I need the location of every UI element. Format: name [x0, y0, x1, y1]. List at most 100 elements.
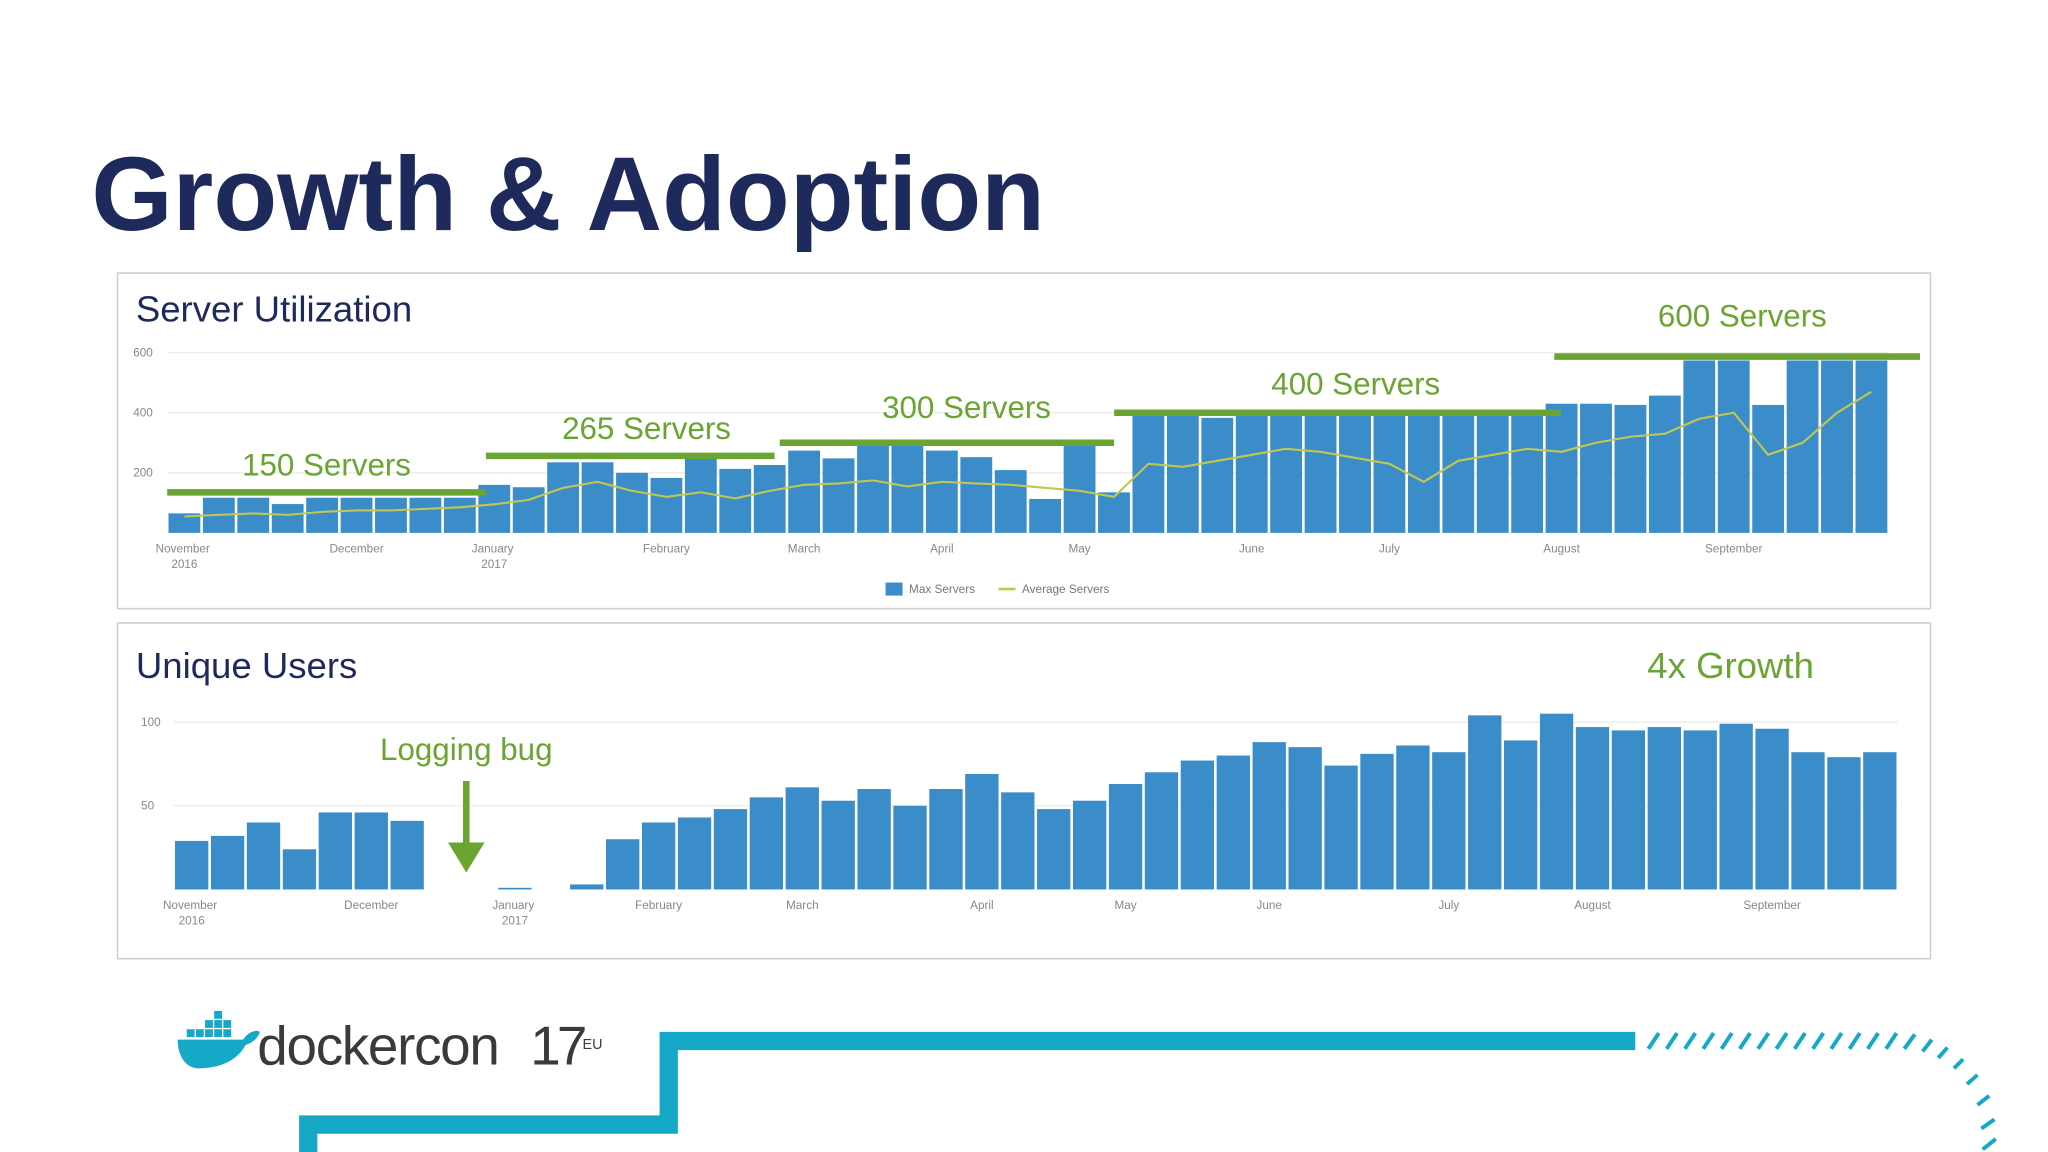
bar	[282, 849, 317, 890]
bar	[1098, 492, 1130, 533]
bar	[1001, 792, 1035, 890]
x-tick-label: June	[1239, 542, 1265, 555]
logo-text: dockercon	[257, 1014, 498, 1076]
y-tick-label: 400	[133, 407, 153, 420]
bar	[271, 504, 304, 533]
bar	[641, 822, 676, 890]
bar	[443, 497, 476, 533]
bar	[891, 445, 924, 533]
bar	[1201, 417, 1234, 533]
y-tick-label: 100	[141, 716, 161, 729]
x-tick-label: May	[1068, 542, 1090, 555]
bar	[1304, 415, 1337, 533]
bar	[340, 497, 373, 533]
bar	[1511, 415, 1544, 533]
bar	[1863, 752, 1897, 890]
bar	[1468, 715, 1502, 890]
slide-title: Growth & Adoption	[91, 136, 1045, 253]
annotation: 400 Servers	[1271, 366, 1440, 401]
bar	[1029, 498, 1062, 533]
bar	[1504, 740, 1538, 890]
bar	[1180, 760, 1215, 890]
bar	[1235, 415, 1268, 533]
annotation: 4x Growth	[1647, 645, 1814, 686]
x-tick-label: May	[1114, 899, 1136, 912]
bar	[1339, 415, 1371, 533]
bar	[375, 497, 407, 533]
x-tick-label: July	[1379, 542, 1400, 555]
bar	[498, 887, 532, 890]
legend-label: Average Servers	[1022, 583, 1109, 596]
bar	[1855, 360, 1888, 533]
bar	[1072, 800, 1107, 890]
footer-stripe	[299, 1031, 1636, 1152]
bar	[965, 773, 999, 890]
bar	[354, 812, 388, 890]
chart-title: Server Utilization	[136, 288, 412, 329]
bar	[719, 468, 752, 533]
bar	[581, 462, 614, 533]
bar	[1166, 415, 1199, 533]
bar	[1752, 404, 1785, 533]
docker-whale	[177, 1010, 260, 1069]
x-tick-label: August	[1543, 542, 1580, 555]
bar	[570, 884, 604, 890]
annotation: 150 Servers	[242, 447, 411, 482]
charts: Server Utilization 200 400 600 November 2016…	[133, 288, 1920, 928]
bar	[1360, 753, 1394, 890]
bar	[788, 450, 821, 533]
y-tick-label: 200	[133, 467, 153, 480]
legend-swatch	[885, 582, 903, 596]
bar	[713, 809, 748, 890]
bar	[1539, 713, 1574, 890]
x-tick-label: December	[344, 899, 398, 912]
bar	[1545, 403, 1578, 533]
bar	[857, 445, 889, 533]
bar	[246, 822, 281, 890]
legend-label: Max Servers	[909, 583, 975, 596]
x-tick-label: November 2016	[156, 542, 213, 571]
bar	[753, 465, 786, 533]
x-tick-label: June	[1256, 899, 1282, 912]
x-tick-label: November 2016	[163, 899, 220, 928]
bar	[1755, 728, 1789, 890]
x-tick-label: March	[786, 899, 819, 912]
bar	[168, 513, 201, 533]
bar	[1719, 723, 1753, 890]
bar	[1580, 403, 1612, 533]
x-tick-label: January 2017	[492, 899, 537, 928]
bar	[1611, 730, 1646, 890]
logo-number: 17	[530, 1014, 585, 1076]
bar	[1396, 745, 1430, 890]
bar	[1216, 755, 1250, 890]
footer-hatch	[1646, 1032, 1997, 1151]
bar	[822, 458, 855, 533]
bar	[857, 789, 891, 890]
x-tick-label: February	[643, 542, 690, 555]
bar	[616, 472, 648, 533]
bar	[1108, 783, 1143, 890]
bar	[925, 450, 958, 533]
bar	[175, 840, 209, 890]
chart-title: Unique Users	[136, 645, 358, 686]
bar	[1144, 772, 1179, 890]
x-tick-label: September	[1743, 899, 1801, 912]
annotation: 265 Servers	[562, 411, 731, 446]
bar	[1614, 404, 1647, 533]
bar	[1647, 727, 1681, 890]
bar	[677, 817, 712, 890]
bar	[785, 787, 819, 890]
x-tick-label: December	[329, 542, 383, 555]
bar	[1821, 360, 1853, 533]
annotation: 600 Servers	[1658, 299, 1827, 334]
bar	[1037, 809, 1071, 890]
bar	[1476, 415, 1509, 533]
bar	[893, 805, 927, 890]
bar	[512, 487, 545, 533]
annotation-arrowhead	[448, 842, 485, 873]
bar	[306, 497, 339, 533]
bar	[929, 789, 963, 890]
bar	[237, 497, 270, 533]
